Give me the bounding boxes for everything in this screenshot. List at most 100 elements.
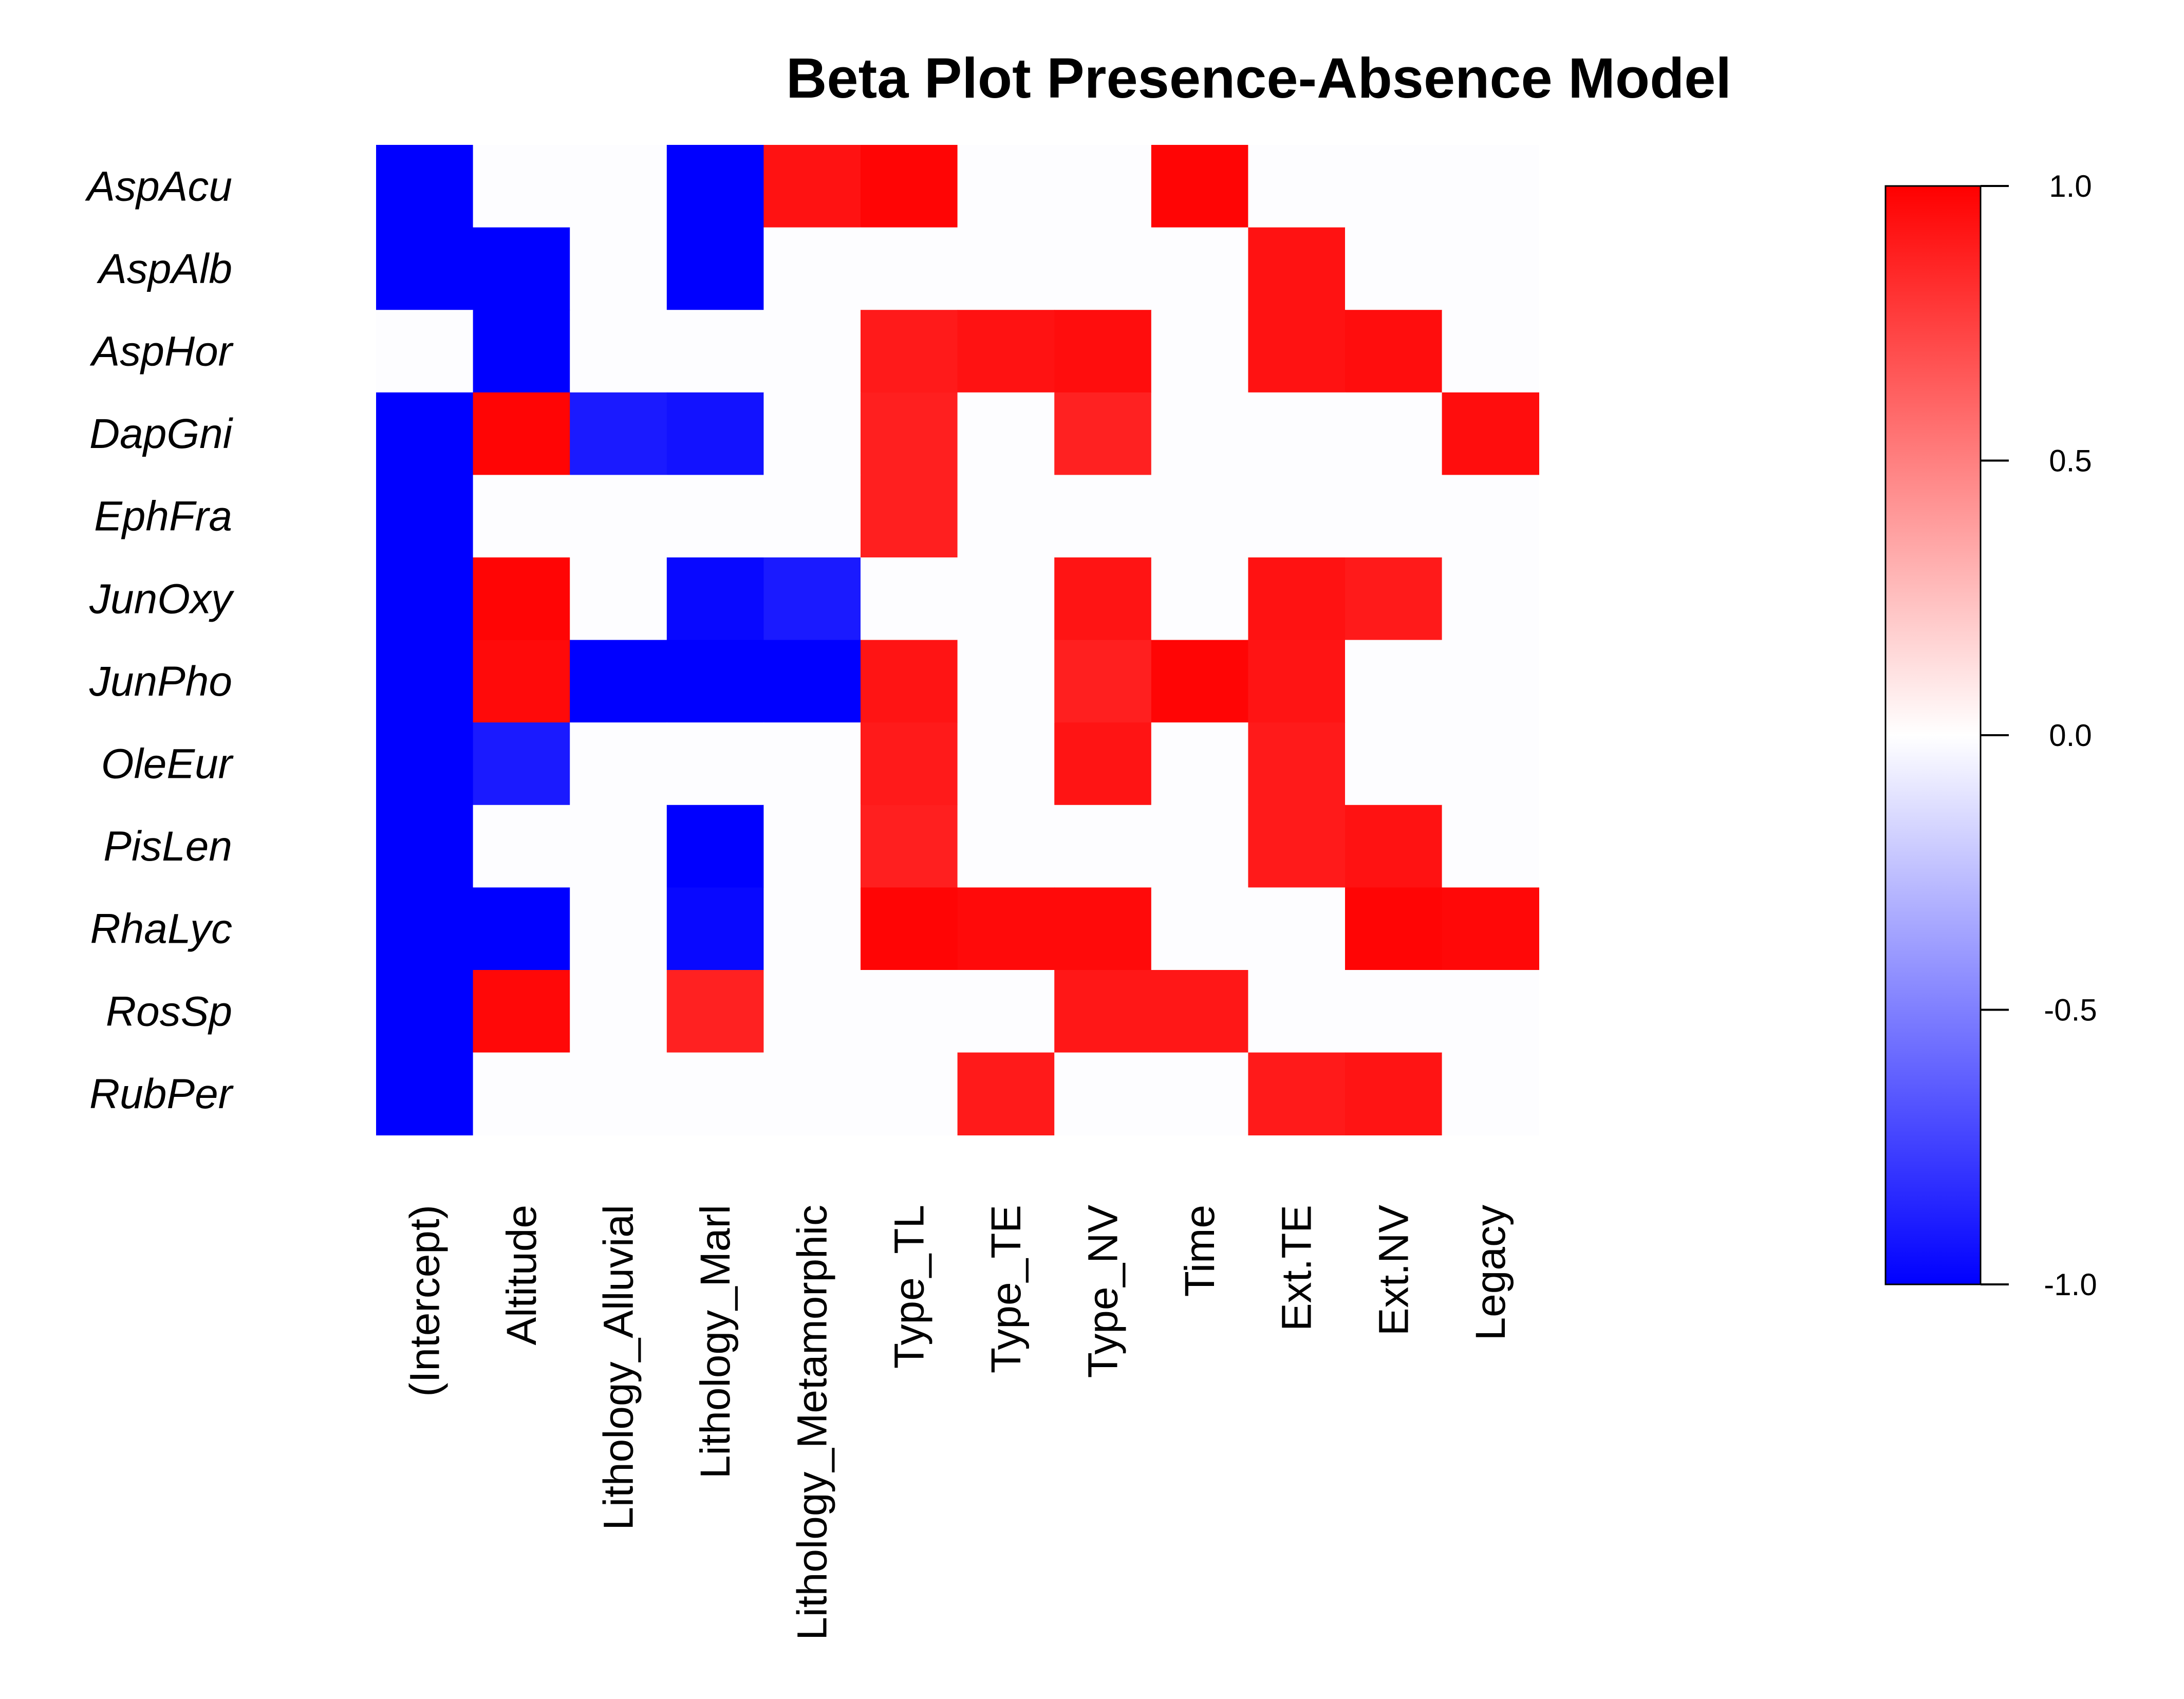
heatmap-cell [1345,970,1443,1053]
heatmap-cell [861,640,958,723]
heatmap-cell [376,145,474,228]
heatmap-cell [570,640,667,723]
column-label: Time [1177,1205,1223,1297]
heatmap-cell [376,1052,474,1135]
heatmap-cell [1151,887,1249,970]
row-label: EphFra [94,493,232,540]
heatmap-cell [957,970,1055,1053]
heatmap-cell [861,722,958,806]
heatmap-cell [666,970,764,1053]
heatmap-cell [1054,145,1152,228]
heatmap-cell [1248,145,1346,228]
column-label: Type_NV [1080,1205,1127,1378]
heatmap-cell [570,310,667,393]
heatmap-cell [763,805,861,888]
heatmap-cell [957,640,1055,723]
heatmap-cell [1054,1052,1152,1135]
heatmap-cell [666,557,764,641]
heatmap-cells [376,145,1539,1135]
heatmap-cell [1054,640,1152,723]
heatmap-cell [1248,392,1346,476]
heatmap-cell [1345,1052,1443,1135]
column-label: Altitude [498,1205,545,1346]
heatmap-cell [1151,970,1249,1053]
heatmap-cell [666,640,764,723]
heatmap-cell [1248,805,1346,888]
heatmap-cell [1151,722,1249,806]
heatmap-cell [1345,887,1443,970]
heatmap-cell [1054,310,1152,393]
heatmap-cell [1054,392,1152,476]
heatmap-cell [763,1052,861,1135]
heatmap-cell [1442,557,1539,641]
heatmap-cell [1151,805,1249,888]
heatmap-cell [666,722,764,806]
heatmap-cell [763,145,861,228]
heatmap-cell [1151,392,1249,476]
heatmap-cell [570,475,667,558]
row-label: OleEur [101,741,234,788]
heatmap-cell [473,392,570,476]
heatmap-cell [1442,145,1539,228]
heatmap-cell [376,227,474,310]
heatmap-cell [473,970,570,1053]
heatmap-cell [376,310,474,393]
heatmap-cell [666,475,764,558]
heatmap-cell [376,557,474,641]
heatmap-cell [763,227,861,310]
heatmap-cell [1442,805,1539,888]
heatmap-cell [1345,475,1443,558]
heatmap-cell [861,970,958,1053]
heatmap-cell [473,310,570,393]
heatmap-cell [957,722,1055,806]
heatmap-cell [570,970,667,1053]
heatmap-cell [473,145,570,228]
heatmap-cell [376,970,474,1053]
heatmap-cell [1151,145,1249,228]
heatmap-cell [1248,722,1346,806]
heatmap-cell [570,392,667,476]
heatmap-cell [666,805,764,888]
heatmap-cell [861,887,958,970]
heatmap-cell [1248,557,1346,641]
heatmap-cell [473,805,570,888]
heatmap-cell [763,557,861,641]
heatmap-cell [957,475,1055,558]
heatmap-cell [1442,475,1539,558]
heatmap-cell [1248,475,1346,558]
column-label: Lithology_Alluvial [595,1205,642,1530]
heatmap-cell [1442,640,1539,723]
heatmap-cell [473,1052,570,1135]
heatmap-cell [861,557,958,641]
heatmap-cell [473,640,570,723]
row-label: JunPho [89,658,232,705]
chart-title: Beta Plot Presence-Absence Model [786,47,1731,110]
heatmap-cell [763,887,861,970]
heatmap-cell [1054,557,1152,641]
column-label: Lithology_Metamorphic [789,1205,836,1640]
heatmap-cell [376,392,474,476]
row-label: JunOxy [89,575,235,622]
heatmap-cell [666,310,764,393]
heatmap-cell [1151,640,1249,723]
heatmap-cell [666,1052,764,1135]
heatmap-cell [957,1052,1055,1135]
heatmap-cell [861,805,958,888]
heatmap-cell [763,640,861,723]
heatmap-cell [1151,310,1249,393]
column-label: Ext.NV [1370,1205,1417,1336]
row-labels: AspAcu AspAlb AspHor DapGni EphFra JunOxy JunP… [84,163,235,1117]
heatmap-cell [666,227,764,310]
heatmap-cell [957,392,1055,476]
heatmap-cell [1442,1052,1539,1135]
heatmap-cell [1248,310,1346,393]
heatmap-cell [570,722,667,806]
row-label: PisLen [103,823,232,870]
heatmap-cell [1054,227,1152,310]
heatmap-cell [957,227,1055,310]
heatmap-cell [376,805,474,888]
heatmap-cell [473,887,570,970]
heatmap-cell [376,475,474,558]
heatmap-cell [1442,887,1539,970]
